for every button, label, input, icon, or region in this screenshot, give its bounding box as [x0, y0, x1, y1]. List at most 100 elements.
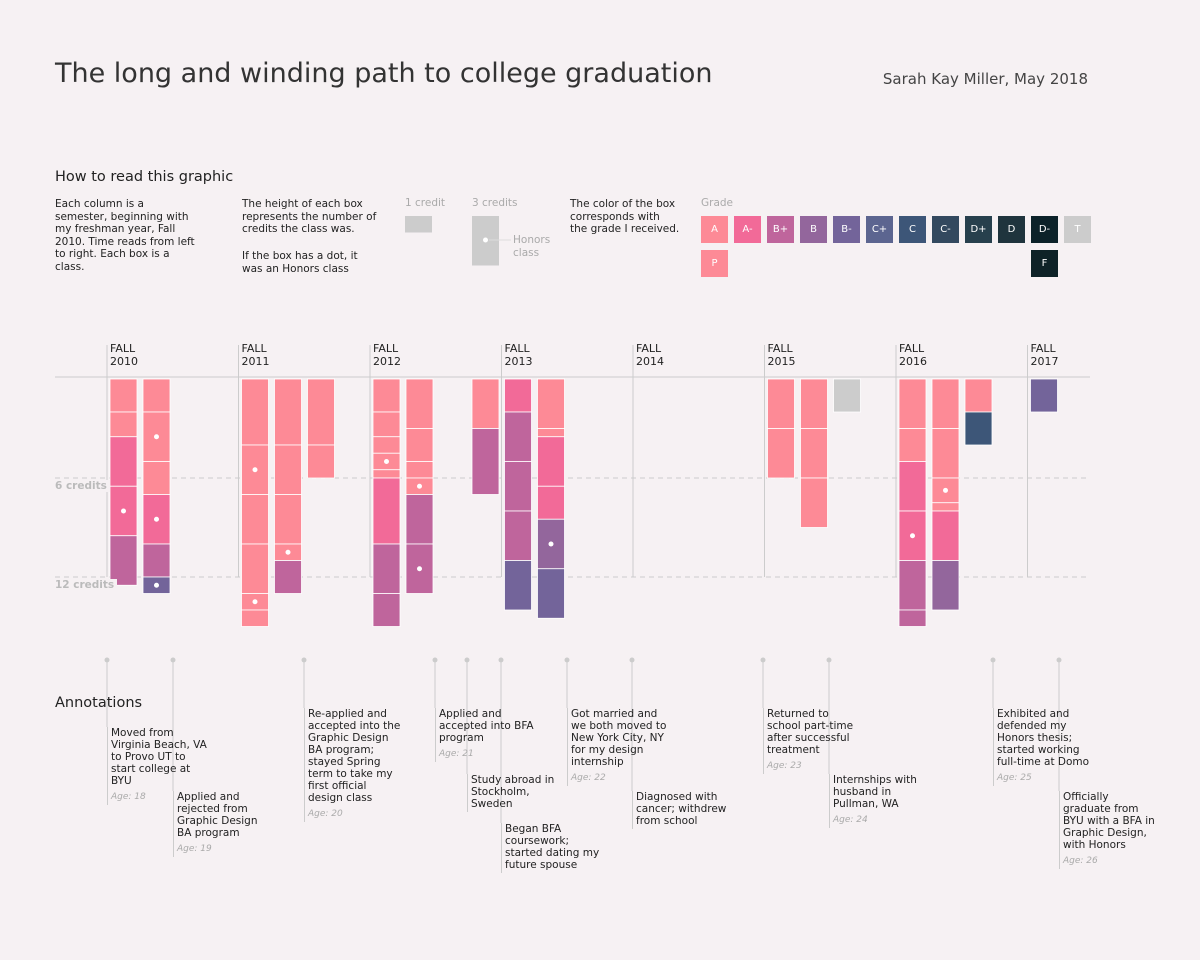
- class-box: [504, 411, 532, 462]
- class-box: [274, 378, 302, 446]
- annotation-text: Applied and accepted into BFA program: [439, 708, 534, 744]
- honors-dot: [943, 487, 948, 493]
- class-box: [767, 378, 795, 429]
- year-label: FALL 2015: [767, 342, 796, 368]
- class-box: [1030, 378, 1058, 413]
- honors-dot: [121, 508, 126, 514]
- annotation: Diagnosed with cancer; withdrew from sch…: [632, 791, 732, 829]
- legend-label: Honors class: [513, 234, 551, 259]
- class-box: [372, 436, 401, 454]
- class-box: [537, 378, 565, 429]
- class-box: [241, 543, 269, 594]
- honors-dot: [154, 582, 159, 588]
- class-box: [471, 428, 500, 495]
- annotation-age: Age: 26: [1063, 856, 1098, 866]
- annotation-text: Applied and rejected from Graphic Design…: [177, 791, 258, 839]
- class-box: [241, 609, 269, 627]
- y-tick-label: 6 credits: [52, 480, 110, 492]
- class-box: [109, 436, 138, 487]
- class-box: [537, 428, 565, 438]
- annotation: Began BFA coursework; started dating my …: [501, 823, 601, 873]
- honors-dot: [417, 483, 422, 489]
- class-box: [931, 560, 960, 611]
- intro-text: The height of each box represents the nu…: [242, 198, 377, 235]
- honors-dot: [910, 533, 915, 539]
- annotation: Applied and rejected from Graphic Design…: [173, 791, 273, 857]
- class-box: [931, 502, 960, 512]
- honors-dot: [154, 516, 159, 522]
- honors-dot: [252, 467, 258, 473]
- honors-dot: [384, 459, 389, 464]
- class-box: [372, 543, 401, 594]
- class-box: [898, 560, 927, 611]
- year-label: FALL 2016: [899, 342, 927, 368]
- class-box: [405, 494, 434, 545]
- annotation-age: Age: 24: [833, 815, 868, 825]
- annotation-text: Study abroad in Stockholm, Sweden: [471, 774, 555, 810]
- grade-legend: C+: [866, 216, 893, 243]
- class-box: [931, 378, 960, 429]
- annotation-text: Began BFA coursework; started dating my …: [505, 823, 600, 871]
- annotation: Study abroad in Stockholm, Sweden: [467, 774, 567, 812]
- class-box: [898, 428, 927, 462]
- class-box: [307, 378, 335, 446]
- year-label: FALL 2012: [373, 342, 401, 368]
- class-box: [405, 428, 434, 462]
- annotation-text: Moved from Virginia Beach, VA to Provo U…: [111, 727, 207, 787]
- class-box: [274, 494, 302, 545]
- honors-dot: [252, 599, 258, 605]
- grade-legend: B+: [767, 216, 794, 243]
- class-box: [274, 444, 302, 495]
- intro-text: The color of the box corresponds with th…: [570, 198, 680, 235]
- annotation: Exhibited and defended my Honors thesis;…: [993, 708, 1093, 786]
- class-box: [109, 378, 138, 413]
- annotation-age: Age: 25: [997, 773, 1032, 783]
- grade-legend: B: [800, 216, 827, 243]
- annotations-title: Annotations: [55, 695, 143, 711]
- class-box: [800, 477, 828, 528]
- annotation-age: Age: 21: [439, 749, 474, 759]
- y-tick-label: 12 credits: [52, 579, 118, 591]
- annotation-age: Age: 20: [308, 809, 343, 819]
- class-box: [109, 535, 138, 586]
- section-title: How to read this graphic: [55, 169, 234, 185]
- class-box: [372, 378, 401, 413]
- annotation: Applied and accepted into BFA program Age…: [435, 708, 535, 762]
- annotation-age: Age: 23: [767, 761, 802, 771]
- class-box: [898, 609, 927, 627]
- class-box: [142, 543, 171, 578]
- author: Sarah Kay Miller, May 2018: [882, 70, 1088, 88]
- honors-dot: [417, 566, 422, 572]
- annotation-text: Internships with husband in Pullman, WA: [833, 774, 917, 810]
- annotation-age: Age: 18: [111, 792, 146, 802]
- intro-text: If the box has a dot, it was an Honors c…: [242, 250, 358, 275]
- grade-legend: D+: [965, 216, 992, 243]
- class-box: [471, 378, 500, 429]
- class-box: [241, 494, 269, 545]
- class-box: [833, 378, 861, 413]
- year-label: FALL 2011: [241, 342, 270, 368]
- annotation: Re-applied and accepted into the Graphic…: [304, 708, 404, 822]
- annotation-text: Returned to school part-time after succe…: [767, 708, 854, 756]
- class-box: [372, 469, 401, 479]
- annotation: Internships with husband in Pullman, WA A…: [829, 774, 929, 828]
- year-label: FALL 2017: [1030, 342, 1059, 368]
- annotation: Got married and we both moved to New Yor…: [567, 708, 667, 786]
- class-box: [767, 428, 795, 479]
- grade-legend: B-: [833, 216, 860, 243]
- grade-legend: D-: [1031, 216, 1058, 243]
- annotation-text: Officially graduate from BYU with a BFA …: [1063, 791, 1155, 851]
- class-box: [931, 428, 960, 479]
- class-box: [537, 485, 565, 520]
- class-box: [537, 568, 565, 619]
- annotation-text: Got married and we both moved to New Yor…: [571, 708, 667, 768]
- class-box: [274, 560, 302, 594]
- legend-label: Grade: [701, 197, 734, 209]
- class-box: [142, 461, 171, 495]
- class-box: [241, 378, 269, 446]
- class-box: [504, 378, 532, 413]
- grade-legend: A-: [734, 216, 761, 243]
- grade-legend: A: [701, 216, 728, 243]
